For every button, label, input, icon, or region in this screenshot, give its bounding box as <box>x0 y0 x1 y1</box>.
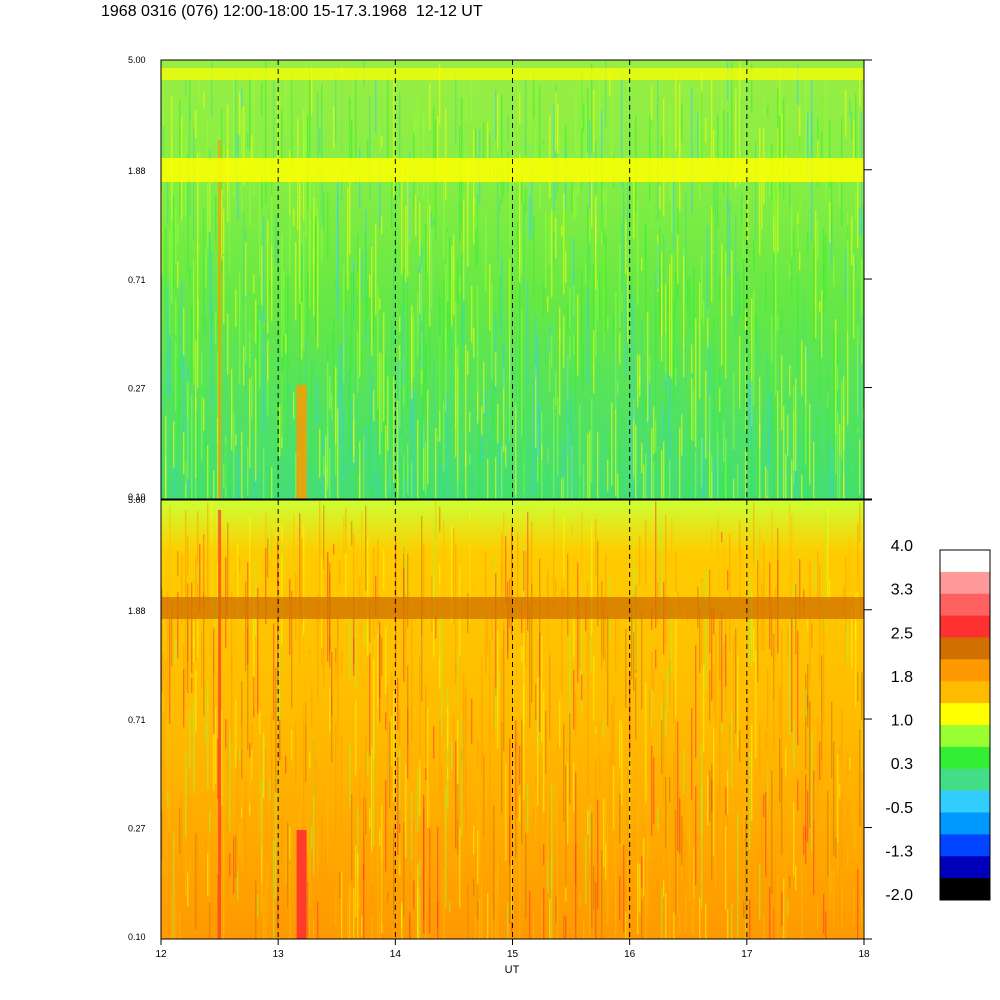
x-tick-label: 16 <box>624 949 636 960</box>
y-tick-label: 0.71 <box>128 715 146 725</box>
colorbar-label: -0.5 <box>885 800 913 817</box>
colorbar-swatch <box>940 637 990 660</box>
x-axis: 12 13 14 15 16 17 18 <box>155 939 870 960</box>
colorbar-label: 0.3 <box>891 756 913 773</box>
colorbar-swatch <box>940 681 990 704</box>
colorbar-label: -1.3 <box>885 843 913 860</box>
chart-title: 1968 0316 (076) 12:00-18:00 15-17.3.1968… <box>101 3 483 20</box>
colorbar-swatch <box>940 746 990 770</box>
colorbar-swatch <box>940 878 990 901</box>
x-tick-label: 14 <box>390 949 402 960</box>
x-tick-label: 17 <box>741 949 753 960</box>
colorbar-swatch <box>940 834 990 857</box>
colorbar-swatch <box>940 703 990 726</box>
colorbar-label: 2.5 <box>891 625 913 642</box>
colorbar-swatch <box>940 790 990 813</box>
x-tick-label: 18 <box>858 949 870 960</box>
x-tick-label: 13 <box>273 949 285 960</box>
x-tick-label: 12 <box>155 949 167 960</box>
y-tick-label: 5.00 <box>128 55 146 65</box>
colorbar-swatch <box>940 768 990 792</box>
colorbar-label: 1.8 <box>891 669 913 686</box>
colorbar-swatch <box>940 856 990 879</box>
colorbar-label: 4.0 <box>891 538 913 555</box>
colorbar-labels: 4.0 3.3 2.5 1.8 1.0 0.3 -0.5 -1.3 -2.0 <box>885 538 913 904</box>
y-tick-label: 0.10 <box>128 932 146 942</box>
y-tick-label: 0.27 <box>128 384 146 394</box>
colorbar-swatch <box>940 593 990 617</box>
upper-y-axis: 5.00 1.88 0.71 0.27 0.10 <box>128 55 872 502</box>
x-tick-label: 15 <box>507 949 519 960</box>
lower-y-axis: 5.00 1.88 0.71 0.27 0.10 <box>128 495 872 942</box>
y-tick-label: 5.00 <box>128 495 146 505</box>
time-markers <box>277 60 748 939</box>
colorbar-label: 3.3 <box>891 582 913 599</box>
colorbar-frame <box>939 549 991 901</box>
y-tick-label: 0.10 <box>128 492 146 502</box>
colorbar-swatch <box>940 550 990 573</box>
colorbar-swatch <box>940 571 990 595</box>
y-tick-label: 1.88 <box>128 606 146 616</box>
colorbar-swatch <box>940 725 990 748</box>
colorbar-swatch <box>940 659 990 682</box>
colorbar-label: -2.0 <box>885 887 913 904</box>
y-tick-label: 1.88 <box>128 166 146 176</box>
y-tick-label: 0.71 <box>128 275 146 285</box>
colorbar <box>939 549 991 901</box>
colorbar-swatch <box>940 812 990 835</box>
colorbar-swatch <box>940 615 990 638</box>
y-tick-label: 0.27 <box>128 824 146 834</box>
colorbar-label: 1.0 <box>891 713 913 730</box>
x-axis-label: UT <box>505 964 520 976</box>
